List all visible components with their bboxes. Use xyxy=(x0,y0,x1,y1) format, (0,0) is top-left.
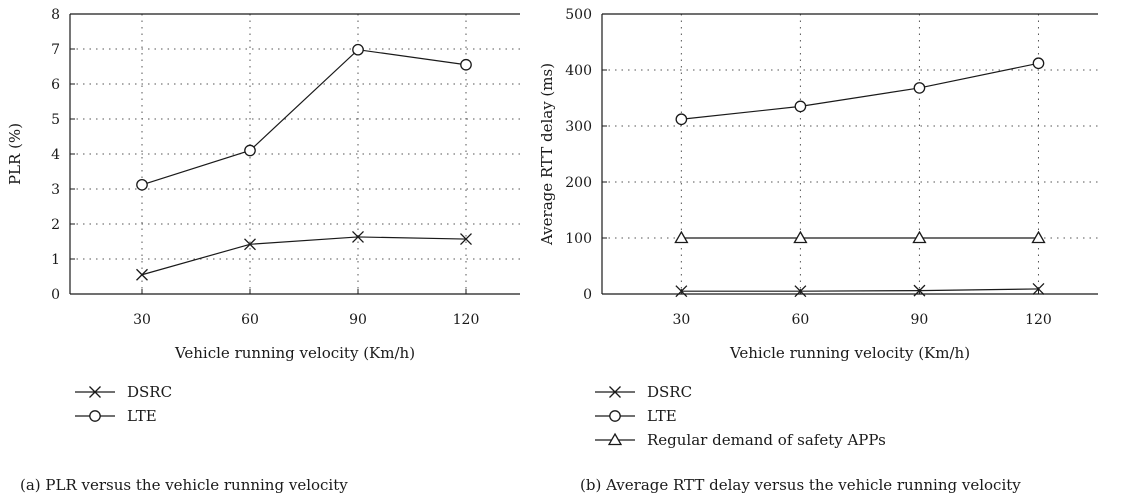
plr-y-tick-label: 7 xyxy=(51,42,60,58)
plr-x-tick-label: 90 xyxy=(349,312,367,328)
rtt-data-point xyxy=(1032,283,1045,295)
plr-x-tick-label: 120 xyxy=(453,312,480,328)
plr-y-tick-label: 5 xyxy=(51,112,60,128)
plr-data-point xyxy=(244,238,256,251)
plr-y-tick-label: 1 xyxy=(51,252,60,268)
rtt-data-point xyxy=(913,82,926,94)
rtt-legend-marker xyxy=(609,386,621,398)
rtt-y-axis-label: Average RTT delay (ms) xyxy=(538,63,556,246)
plr-data-point xyxy=(136,178,148,191)
rtt-caption: (b) Average RTT delay versus the vehicle… xyxy=(580,476,1021,494)
rtt-series-line xyxy=(681,288,1039,292)
rtt-legend-marker xyxy=(609,410,621,422)
rtt-y-tick-label: 400 xyxy=(565,63,592,79)
rtt-y-tick-label: 300 xyxy=(565,119,592,135)
rtt-y-tick-label: 0 xyxy=(583,287,592,303)
rtt-series-x xyxy=(675,283,1045,298)
plr-legend-marker xyxy=(89,410,101,422)
rtt-legend-entry xyxy=(595,386,635,398)
rtt-legend-entry xyxy=(595,432,635,446)
plr-y-tick-label: 0 xyxy=(51,287,60,303)
plr-data-point xyxy=(244,144,256,157)
plr-legend-marker xyxy=(89,386,101,398)
plr-data-point xyxy=(136,268,148,281)
rtt-data-point xyxy=(913,284,926,297)
rtt-data-point xyxy=(794,100,807,113)
plr-grid xyxy=(70,14,520,294)
rtt-legend-label: Regular demand of safety APPs xyxy=(647,431,886,449)
rtt-y-tick-label: 500 xyxy=(565,7,592,23)
rtt-legend-label: LTE xyxy=(647,407,677,425)
rtt-data-point xyxy=(674,230,689,244)
plr-y-tick-label: 2 xyxy=(51,217,60,233)
plr-y-tick-label: 4 xyxy=(51,147,60,163)
rtt-x-axis-label: Vehicle running velocity (Km/h) xyxy=(729,344,970,362)
rtt-y-tick-label: 100 xyxy=(565,231,592,247)
rtt-legend-label: DSRC xyxy=(647,383,692,401)
rtt-x-tick-label: 90 xyxy=(911,312,929,328)
plr-y-tick-label: 3 xyxy=(51,182,60,198)
plr-legend-entry xyxy=(75,410,115,422)
plr-series-x xyxy=(136,230,472,281)
rtt-x-tick-label: 60 xyxy=(791,312,809,328)
plr-data-point xyxy=(460,233,472,246)
plr-legend-label: DSRC xyxy=(127,383,172,401)
rtt-data-point xyxy=(793,230,808,244)
plr-x-axis-label: Vehicle running velocity (Km/h) xyxy=(174,344,415,362)
plr-x-tick-label: 60 xyxy=(241,312,259,328)
plr-legend-entry xyxy=(75,386,115,398)
plr-series-line xyxy=(141,236,467,276)
rtt-series-circle xyxy=(675,57,1045,126)
plr-y-axis-label: PLR (%) xyxy=(6,123,24,185)
rtt-x-tick-label: 30 xyxy=(672,312,690,328)
rtt-grid xyxy=(602,14,1098,294)
plr-data-point xyxy=(352,43,364,56)
plr-data-point xyxy=(460,58,472,71)
rtt-series-triangle xyxy=(674,230,1046,244)
rtt-y-tick-label: 200 xyxy=(565,175,592,191)
plr-y-tick-label: 8 xyxy=(51,7,60,23)
plr-caption: (a) PLR versus the vehicle running veloc… xyxy=(20,476,348,494)
plr-series-line xyxy=(141,49,467,186)
plr-legend-label: LTE xyxy=(127,407,157,425)
rtt-data-point xyxy=(675,285,688,298)
rtt-data-point xyxy=(675,113,688,126)
plr-y-tick-label: 6 xyxy=(51,77,60,93)
rtt-series-line xyxy=(681,62,1039,120)
rtt-data-point xyxy=(794,285,807,298)
rtt-data-point xyxy=(1031,230,1046,244)
rtt-x-tick-label: 120 xyxy=(1025,312,1052,328)
rtt-legend-marker xyxy=(607,432,623,446)
plr-data-point xyxy=(352,230,364,243)
plr-x-tick-label: 30 xyxy=(133,312,151,328)
rtt-data-point xyxy=(912,230,927,244)
rtt-data-point xyxy=(1032,57,1045,70)
rtt-legend-entry xyxy=(595,410,635,422)
plr-series-circle xyxy=(136,43,472,191)
